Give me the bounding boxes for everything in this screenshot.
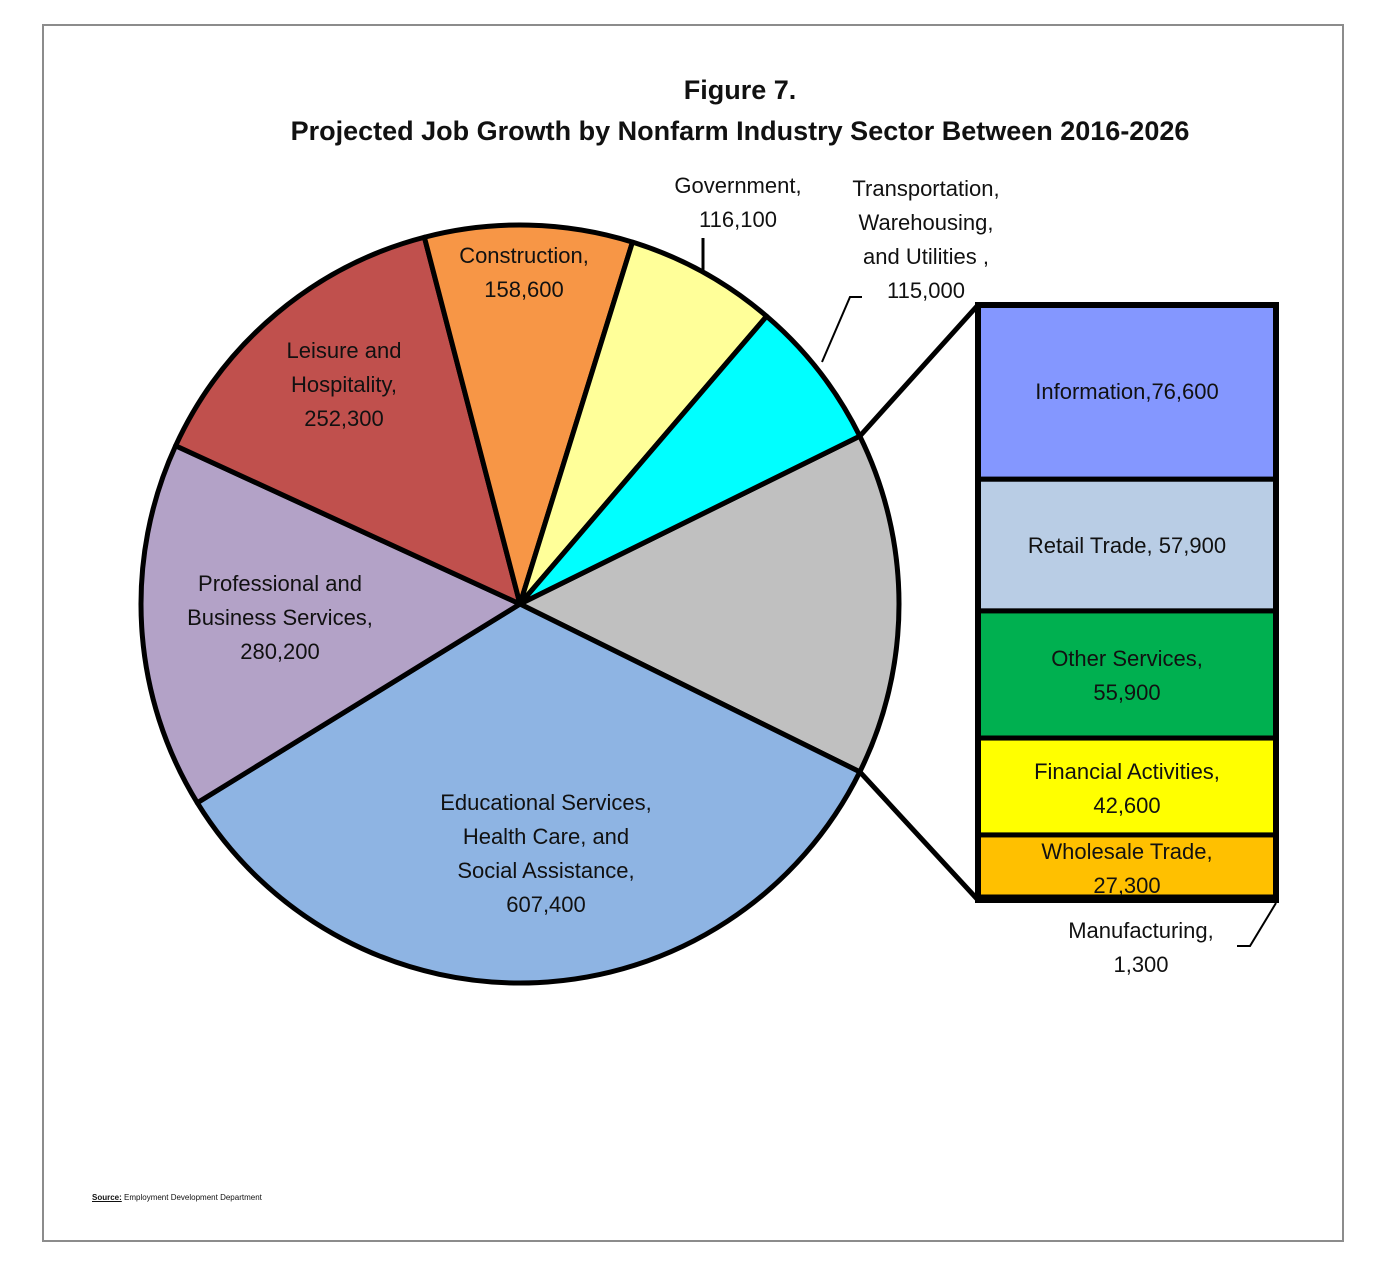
pie-slice-other: [517, 433, 902, 775]
pie-slice-5: [517, 313, 863, 607]
chart-frame: [42, 24, 1344, 1242]
source-note: Source: Employment Development Departmen…: [92, 1193, 262, 1202]
label-educational: Educational Services, Health Care, and S…: [440, 790, 652, 917]
connector-line-top: [857, 303, 980, 438]
label-transportation: Transportation, Warehousing, and Utiliti…: [852, 176, 1000, 303]
source-label: Source:: [92, 1193, 122, 1202]
label-wholesale: Wholesale Trade, 27,300: [1041, 839, 1213, 898]
leader-line-manufacturing: [1237, 902, 1277, 947]
label-professional: Professional and Business Services, 280,2…: [187, 571, 373, 664]
bar-outline: [975, 302, 1279, 903]
pie-slice-1: [138, 443, 523, 806]
leader-line-transportation: [821, 296, 862, 363]
chart-title: Figure 7. Projected Job Growth by Nonfar…: [291, 70, 1190, 152]
pie-slice-0: [194, 601, 863, 986]
pie-slice-4: [517, 239, 770, 607]
label-construction: Construction, 158,600: [459, 243, 589, 302]
label-information: Information,76,600: [1035, 379, 1219, 404]
pie-slice-2: [173, 234, 523, 607]
label-other-services: Other Services, 55,900: [1051, 646, 1203, 705]
title-line-1: Figure 7.: [683, 75, 797, 105]
source-text: Employment Development Department: [121, 1193, 262, 1202]
title-line-2: Projected Job Growth by Nonfarm Industry…: [290, 116, 1190, 146]
connector-line-bottom: [857, 770, 980, 902]
label-government: Government, 116,100: [674, 173, 802, 232]
label-manufacturing: Manufacturing, 1,300: [1068, 918, 1214, 977]
label-financial: Financial Activities, 42,600: [1034, 759, 1220, 818]
bar-segment-3: [975, 735, 1279, 838]
label-leisure: Leisure and Hospitality, 252,300: [286, 338, 402, 431]
label-retail: Retail Trade, 57,900: [1027, 533, 1227, 558]
pie-slice-3: [421, 222, 635, 607]
